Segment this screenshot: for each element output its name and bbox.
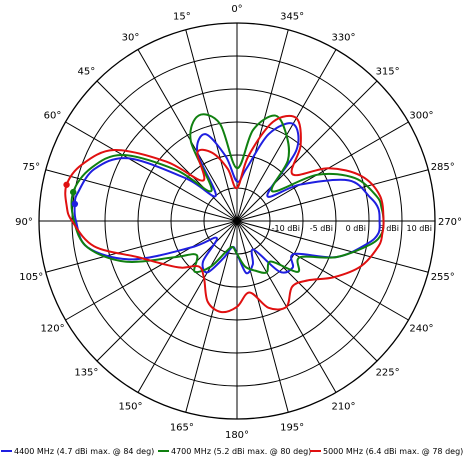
angle-label-330: 330° [331, 33, 355, 44]
grid-spoke-255 [236, 220, 429, 273]
grid-spoke-45 [96, 80, 238, 222]
angle-label-195: 195° [280, 423, 304, 434]
series-line-1 [70, 113, 385, 274]
grid-spoke-60 [65, 121, 238, 222]
angle-label-210: 210° [331, 401, 355, 412]
grid-spoke-315 [236, 80, 378, 222]
grid-spoke-150 [137, 220, 238, 393]
angle-label-270: 270° [438, 217, 462, 228]
legend: 4400 MHz (4.7 dBi max. @ 84 deg) 4700 MHz… [1, 447, 463, 456]
angle-label-30: 30° [122, 33, 140, 44]
series-layer [64, 113, 385, 314]
angle-label-120: 120° [40, 324, 64, 335]
angle-label-45: 45° [78, 66, 96, 77]
angle-label-300: 300° [409, 111, 433, 122]
angle-label-225: 225° [376, 368, 400, 379]
angle-label-240: 240° [409, 324, 433, 335]
markers-layer [63, 181, 79, 208]
grid-spoke-240 [236, 220, 409, 321]
series-line-0 [73, 122, 381, 275]
series-line-2 [64, 114, 385, 314]
angle-label-180: 180° [225, 430, 249, 441]
angle-label-345: 345° [280, 11, 304, 22]
max-marker-1 [70, 188, 77, 196]
grid-spoke-105 [45, 220, 238, 273]
grid-spoke-30 [137, 49, 238, 222]
angle-label-90: 90° [15, 217, 33, 228]
grid-spoke-75 [45, 169, 238, 222]
grid-spoke-285 [236, 169, 429, 222]
grid-spoke-300 [236, 121, 409, 222]
angle-label-315: 315° [376, 66, 400, 77]
angle-label-255: 255° [431, 272, 455, 283]
grid-spoke-195 [236, 220, 289, 413]
grid-spoke-225 [236, 220, 378, 362]
max-marker-2 [63, 181, 70, 188]
legend-label-1: 4700 MHz (5.2 dBi max. @ 80 deg) [171, 447, 311, 456]
legend-label-0: 4400 MHz (4.7 dBi max. @ 84 deg) [14, 447, 154, 456]
grid-spoke-345 [236, 29, 289, 222]
radial-label--5: -5 dBi [310, 224, 333, 233]
angle-labels: 0° 15° 30° 45° 60° 75° 90° 105° 120° 135° 150° 165°… [15, 4, 462, 441]
grid-spokes [39, 23, 435, 419]
angle-label-150: 150° [118, 401, 142, 412]
angle-label-285: 285° [431, 162, 455, 173]
max-marker-0 [71, 200, 79, 208]
angle-label-135: 135° [74, 368, 98, 379]
radial-label--10: -10 dBi [272, 224, 300, 233]
radial-label-5: 5 dBi [379, 224, 399, 233]
grid-spoke-15 [185, 29, 238, 222]
angle-label-75: 75° [22, 162, 40, 173]
radial-labels: -10 dBi -5 dBi 0 dBi 5 dBi 10 dBi [272, 224, 432, 233]
grid-spoke-120 [65, 220, 238, 321]
legend-label-2: 5000 MHz (6.4 dBi max. @ 78 deg) [323, 447, 463, 456]
radial-label-10: 10 dBi [406, 224, 432, 233]
angle-label-0: 0° [231, 4, 242, 15]
radial-label-0: 0 dBi [346, 224, 366, 233]
angle-label-60: 60° [44, 111, 62, 122]
angle-label-15: 15° [173, 11, 191, 22]
angle-label-105: 105° [19, 272, 43, 283]
angle-label-165: 165° [170, 423, 194, 434]
